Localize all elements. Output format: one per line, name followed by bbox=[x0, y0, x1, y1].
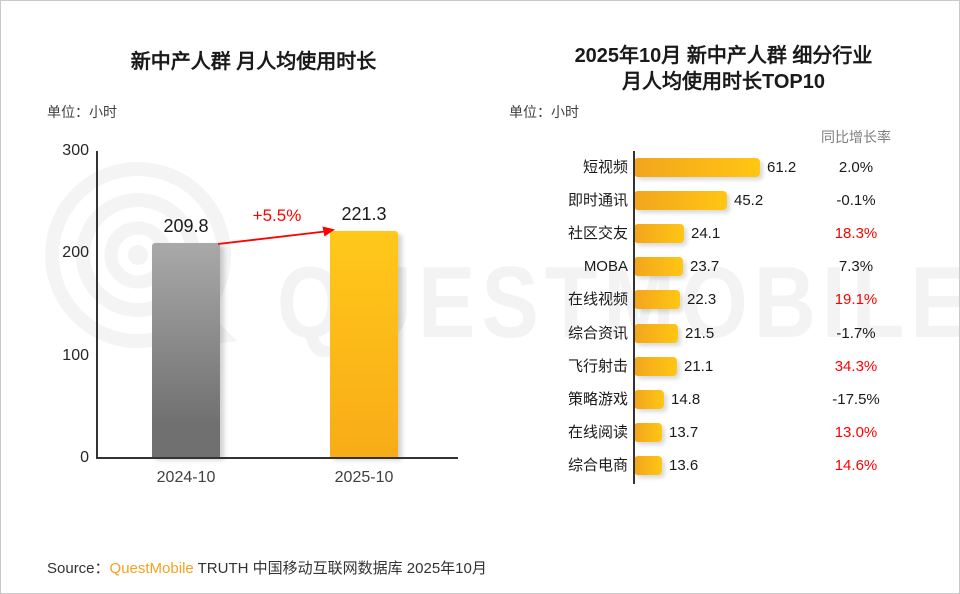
industry-row: 策略游戏 14.8 -17.5% bbox=[501, 383, 951, 416]
right-chart-title: 2025年10月 新中产人群 细分行业 月人均使用时长TOP10 bbox=[496, 43, 951, 95]
industry-label: 短视频 bbox=[582, 159, 628, 176]
industry-row: 综合资讯 21.5 -1.7% bbox=[501, 317, 951, 350]
industry-value: 24.1 bbox=[691, 225, 721, 243]
industry-value: 23.7 bbox=[690, 258, 720, 276]
industry-growth: -0.1% bbox=[836, 192, 876, 210]
industry-row: 即时通讯 45.2 -0.1% bbox=[501, 184, 951, 217]
bar-value-2024-10: 209.8 bbox=[163, 216, 209, 236]
industry-value: 21.1 bbox=[684, 357, 714, 375]
industry-label: MOBA bbox=[583, 258, 628, 276]
y-tick-0: 0 bbox=[80, 449, 89, 466]
industry-growth: 2.0% bbox=[838, 159, 874, 176]
industry-row: 综合电商 13.6 14.6% bbox=[501, 449, 951, 482]
industry-row: 飞行射击 21.1 34.3% bbox=[501, 350, 951, 383]
right-chart-unit-label: 单位：小时 bbox=[509, 104, 579, 120]
industry-value: 13.6 bbox=[669, 456, 699, 474]
y-tick-200: 200 bbox=[62, 244, 89, 261]
industry-bar bbox=[634, 257, 683, 277]
industry-bar bbox=[634, 290, 680, 310]
industry-value: 61.2 bbox=[767, 159, 797, 176]
bar-2025-10 bbox=[330, 231, 398, 457]
left-chart-title: 新中产人群 月人均使用时长 bbox=[130, 51, 377, 73]
y-tick-100: 100 bbox=[62, 347, 89, 364]
bar-2024-10 bbox=[152, 243, 220, 457]
industry-bar bbox=[634, 191, 727, 211]
right-chart-title-line2: 月人均使用时长TOP10 bbox=[622, 71, 825, 93]
source-brand: QuestMobile bbox=[109, 560, 194, 577]
industry-growth: 34.3% bbox=[834, 357, 878, 375]
source-line: Source：QuestMobile TRUTH 中国移动互联网数据库 2025… bbox=[47, 557, 487, 578]
left-chart-x-axis bbox=[96, 457, 458, 459]
industry-bar bbox=[634, 389, 664, 409]
source-prefix: Source： bbox=[47, 560, 110, 577]
growth-arrow-icon bbox=[217, 226, 335, 245]
growth-column-header: 同比增长率 bbox=[821, 129, 891, 145]
industry-value: 21.5 bbox=[685, 324, 715, 342]
right-chart-axis bbox=[633, 151, 635, 484]
left-chart-y-axis bbox=[96, 151, 98, 458]
industry-label: 在线视频 bbox=[567, 291, 628, 309]
industry-row: MOBA 23.7 7.3% bbox=[501, 250, 951, 283]
industry-value: 45.2 bbox=[734, 192, 764, 210]
bar-value-2025-10: 221.3 bbox=[341, 204, 387, 224]
industry-row: 社区交友 24.1 18.3% bbox=[501, 217, 951, 250]
industry-label: 即时通讯 bbox=[567, 192, 628, 210]
yoy-growth-annotation: +5.5% bbox=[252, 206, 302, 225]
industry-label: 飞行射击 bbox=[567, 357, 628, 375]
industry-growth: 7.3% bbox=[838, 258, 874, 276]
industry-value: 14.8 bbox=[671, 390, 701, 408]
industry-growth: 14.6% bbox=[834, 456, 878, 474]
x-label-2025-10: 2025-10 bbox=[334, 469, 394, 486]
industry-bar bbox=[634, 224, 684, 244]
industry-label: 在线阅读 bbox=[567, 423, 628, 441]
industry-label: 社区交友 bbox=[567, 225, 628, 243]
y-tick-300: 300 bbox=[62, 142, 89, 159]
industry-value: 13.7 bbox=[669, 423, 699, 441]
x-label-2024-10: 2024-10 bbox=[156, 469, 216, 486]
source-suffix: TRUTH 中国移动互联网数据库 2025年10月 bbox=[193, 560, 487, 577]
industry-label: 策略游戏 bbox=[567, 390, 628, 408]
industry-value: 22.3 bbox=[687, 291, 717, 309]
industry-growth: 13.0% bbox=[834, 423, 878, 441]
industry-bar bbox=[634, 422, 662, 442]
industry-bar bbox=[634, 356, 677, 376]
industry-bar bbox=[634, 323, 678, 343]
industry-row: 在线视频 22.3 19.1% bbox=[501, 283, 951, 316]
industry-bar bbox=[634, 455, 662, 475]
industry-growth: 18.3% bbox=[834, 225, 878, 243]
industry-bar bbox=[634, 158, 760, 177]
left-chart-unit-label: 单位：小时 bbox=[47, 104, 117, 120]
industry-label: 综合资讯 bbox=[567, 324, 628, 342]
industry-row: 短视频 61.2 2.0% bbox=[501, 151, 951, 184]
industry-growth: -17.5% bbox=[832, 390, 880, 408]
industry-label: 综合电商 bbox=[567, 456, 628, 474]
industry-growth: 19.1% bbox=[834, 291, 878, 309]
right-chart-title-line1: 2025年10月 新中产人群 细分行业 bbox=[574, 45, 873, 67]
industry-growth: -1.7% bbox=[836, 324, 876, 342]
industry-row: 在线阅读 13.7 13.0% bbox=[501, 416, 951, 449]
